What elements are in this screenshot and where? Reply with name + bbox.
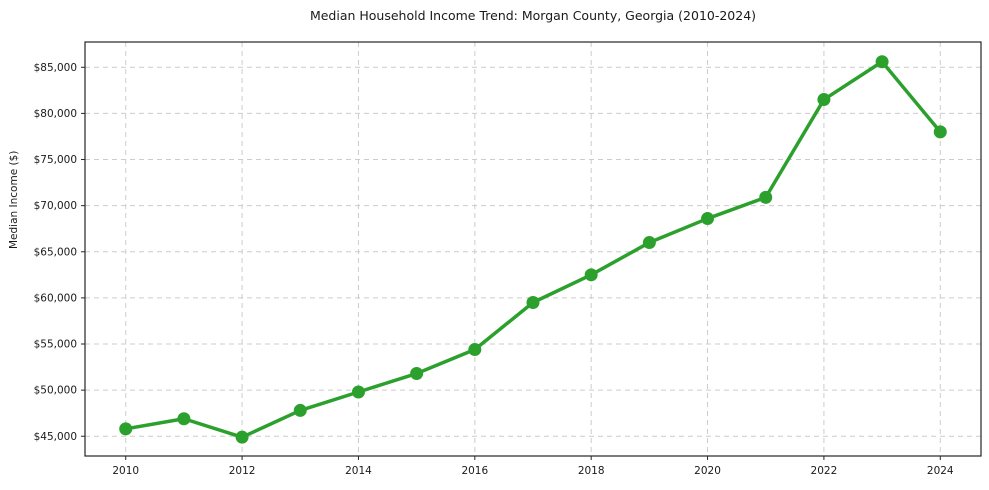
data-point	[933, 125, 947, 139]
y-tick-label: $55,000	[34, 339, 77, 351]
chart-title: Median Household Income Trend: Morgan Co…	[309, 8, 757, 23]
x-tick-label: 2010	[112, 465, 139, 477]
data-point	[119, 422, 133, 436]
y-tick-label: $85,000	[34, 62, 77, 74]
y-tick-label: $80,000	[34, 108, 77, 120]
data-point	[235, 430, 249, 444]
data-point	[701, 212, 715, 226]
income-trend-line	[123, 59, 943, 439]
data-point	[584, 268, 598, 282]
y-tick-label: $75,000	[34, 154, 77, 166]
x-tick-label: 2014	[345, 465, 372, 477]
data-point	[468, 343, 482, 357]
data-point	[410, 367, 424, 381]
x-tick-label: 2020	[694, 465, 721, 477]
x-tick-label: 2016	[461, 465, 488, 477]
data-point	[875, 55, 889, 69]
y-tick-label: $50,000	[34, 385, 77, 397]
data-point	[759, 190, 773, 204]
axes-border	[84, 41, 982, 457]
y-tick-label: $45,000	[34, 431, 77, 443]
data-point	[526, 296, 540, 310]
data-point	[817, 93, 831, 107]
y-tick-label: $70,000	[34, 200, 77, 212]
y-tick-label: $60,000	[34, 292, 77, 304]
x-tick-label: 2018	[578, 465, 605, 477]
data-point	[293, 403, 307, 417]
x-tick-label: 2022	[811, 465, 838, 477]
x-tick-label: 2012	[229, 465, 256, 477]
x-tick-label: 2024	[927, 465, 954, 477]
y-tick-label: $65,000	[34, 246, 77, 258]
data-point	[642, 236, 656, 250]
data-point	[177, 412, 191, 426]
data-point	[351, 385, 365, 399]
